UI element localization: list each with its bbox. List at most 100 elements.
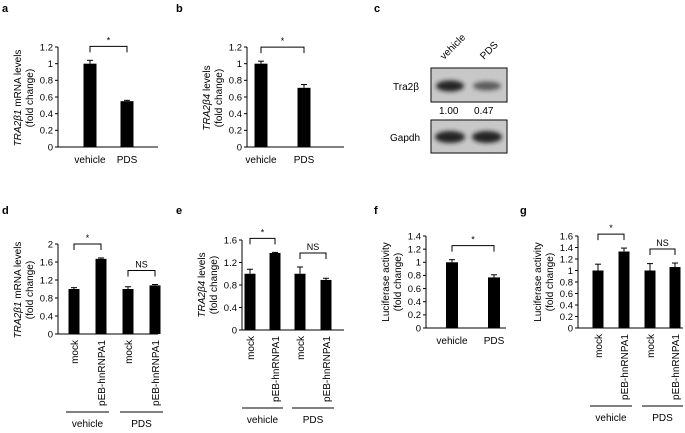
blot-column-pds: PDS <box>478 40 501 63</box>
x-tick-label: pEB-hnRNPA1 <box>620 334 631 400</box>
y-tick-label: 0 <box>232 325 237 336</box>
significance-label: * <box>281 36 285 46</box>
y-tick-label: 1.6 <box>560 231 573 242</box>
significance-bracket <box>649 248 676 256</box>
y-axis-label: TRA2β4 levels <box>202 65 213 130</box>
bar <box>669 267 681 328</box>
y-tick-label: 1.2 <box>40 275 53 286</box>
chart-b: 0 0.2 0.4 0.6 0.8 1 1.2 TRA2β4 levels (fold chan… <box>202 36 344 166</box>
x-tick-label: vehicle <box>74 155 106 166</box>
y-axis-label-gene: TRA2β1 <box>13 302 24 339</box>
y-axis-label-text: mRNA levels <box>13 242 24 302</box>
y-tick-label: 0.6 <box>408 284 421 295</box>
significance-label: * <box>609 223 613 233</box>
y-tick-label: 0 <box>237 142 242 153</box>
chart-e: 0 0.4 0.8 1.2 1.6 TRA2β4 levels (fold change) m… <box>197 227 344 426</box>
bar <box>488 277 500 328</box>
y-tick-label: 1.2 <box>229 42 242 53</box>
y-tick-label: 0 <box>48 329 53 340</box>
y-axis-label-text: Luciferase activity <box>381 242 392 321</box>
x-tick-label: pEB-hnRNPA1 <box>97 340 108 406</box>
bar <box>244 273 256 330</box>
y-tick-label: 1 <box>568 266 573 277</box>
y-tick-label: 0.2 <box>40 126 53 137</box>
significance-bracket <box>89 45 128 53</box>
x-tick-label: mock <box>70 339 81 364</box>
x-tick-label: mock <box>646 333 657 358</box>
y-axis-label-text: Luciferase activity <box>533 242 544 321</box>
x-tick-label: mock <box>296 335 307 360</box>
blot-quant-pds: 0.47 <box>474 106 494 117</box>
x-tick-label: vehicle <box>245 155 277 166</box>
panel-label-d: d <box>2 205 9 217</box>
significance-label: * <box>261 227 265 237</box>
blot-row-label-gapdh: Gapdh <box>390 133 420 144</box>
group-label: PDS <box>303 415 324 426</box>
x-tick-label: PDS <box>484 336 505 347</box>
significance-label: NS <box>135 260 148 270</box>
group-label: vehicle <box>247 415 279 426</box>
y-tick-label: 0.2 <box>560 312 573 323</box>
y-tick-label: 0.4 <box>560 300 573 311</box>
y-tick-label: 0.8 <box>560 277 573 288</box>
y-tick-label: 0.8 <box>408 271 421 282</box>
y-axis-label: Luciferase activity <box>533 242 544 321</box>
panel-label-g: g <box>520 205 527 217</box>
significance-bracket <box>451 245 495 252</box>
y-tick-label: 0.2 <box>229 126 242 137</box>
y-tick-label: 0.8 <box>40 293 53 304</box>
y-tick-label: 0 <box>48 142 53 153</box>
band-gapdh-pds <box>472 131 502 143</box>
significance-label: NS <box>307 242 320 252</box>
bar <box>95 258 107 334</box>
y-tick-label: 1.4 <box>408 231 421 242</box>
bar <box>618 251 630 328</box>
significance-bracket <box>73 243 102 250</box>
y-axis-label-line2: (fold change) <box>209 256 220 314</box>
group-label: vehicle <box>595 413 627 424</box>
bar <box>644 270 656 328</box>
x-tick-label: mock <box>246 335 257 360</box>
bar <box>592 270 604 328</box>
bar <box>446 262 458 328</box>
chart-g: 00.20.40.60.811.21.41.6 Luciferase activi… <box>533 223 683 424</box>
y-axis-label-line2: (fold change) <box>25 261 36 319</box>
y-tick-label: 0.6 <box>40 92 53 103</box>
y-tick-label: 1.6 <box>40 257 53 268</box>
y-axis-label: TRA2β1 mRNA levels <box>13 242 24 339</box>
band-gapdh-vehicle <box>435 131 465 143</box>
y-tick-label: 1 <box>416 258 421 269</box>
blot-column-vehicle: vehicle <box>438 32 468 62</box>
y-tick-label: 0.8 <box>229 76 242 87</box>
panel-label-c: c <box>374 3 380 15</box>
bar <box>68 289 80 334</box>
x-tick-label: vehicle <box>436 336 468 347</box>
bar <box>149 285 161 334</box>
band-tra2b-pds <box>473 81 501 91</box>
y-tick-label: 0.8 <box>224 280 237 291</box>
y-tick-label: 1.4 <box>560 243 573 254</box>
y-tick-label: 1.2 <box>560 254 573 265</box>
x-tick-label: PDS <box>117 155 138 166</box>
y-tick-label: 1.6 <box>224 235 237 246</box>
y-tick-label: 0 <box>568 323 573 334</box>
significance-bracket <box>597 233 625 241</box>
y-axis-label-text: levels <box>197 252 208 280</box>
y-tick-label: 0.6 <box>560 289 573 300</box>
band-tra2b-vehicle <box>436 80 464 92</box>
blot-row-label-tra2b: Tra2β <box>393 82 419 93</box>
group-label: vehicle <box>72 419 104 430</box>
bar <box>320 279 332 330</box>
y-axis-label-gene: TRA2β4 <box>197 280 208 317</box>
y-tick-label: 1.2 <box>408 244 421 255</box>
x-tick-label: mock <box>124 339 135 364</box>
y-axis-label-line2: (fold change) <box>545 253 556 311</box>
y-tick-label: 2 <box>48 239 53 250</box>
y-axis-label: TRA2β4 levels <box>197 252 208 317</box>
western-blot: vehicle PDS Tra2β 1.00 0.47 Gapdh <box>390 32 508 154</box>
significance-label: * <box>107 35 111 45</box>
y-tick-label: 0.4 <box>224 303 237 314</box>
y-tick-label: 1 <box>48 59 53 70</box>
y-tick-label: 1 <box>237 59 242 70</box>
